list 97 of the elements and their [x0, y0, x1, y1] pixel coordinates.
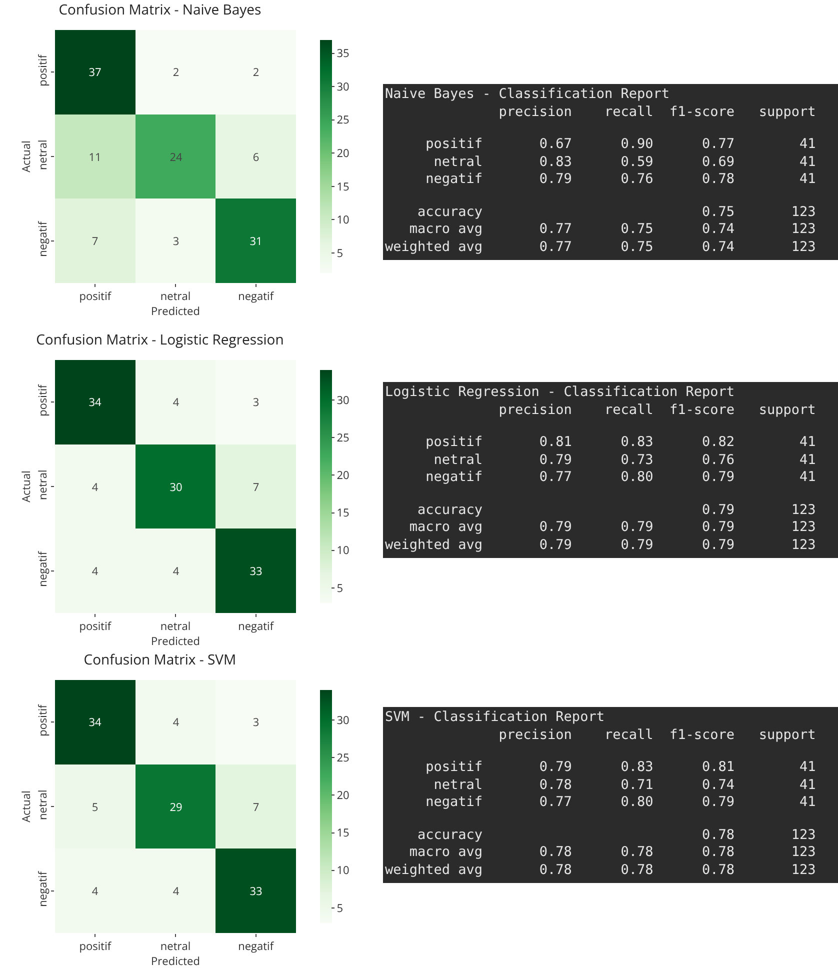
color-bar-label: 20: [336, 146, 350, 162]
x-tick-label: negatif: [238, 939, 275, 954]
color-bar-label: 15: [336, 826, 350, 841]
data-label: 7: [252, 480, 260, 495]
text: weighted avg 0.78 0.78 0.78 123: [385, 862, 817, 879]
data-label: 34: [88, 394, 102, 410]
y-tick-label: negatif: [36, 550, 51, 587]
data-label: 2: [252, 64, 260, 80]
text: netral 0.78 0.71 0.74 41: [432, 776, 817, 794]
text: accuracy 0.75 123: [416, 204, 817, 221]
data-label: 7: [252, 800, 260, 815]
x-axis-title: Predicted: [151, 634, 200, 650]
text: Logistic Regression - Classification Report: [385, 384, 736, 402]
data-label: 5: [92, 800, 98, 815]
data-label: 33: [250, 884, 262, 899]
text: positif 0.79 0.83 0.81 41: [424, 759, 817, 776]
text: negatif 0.79 0.76 0.78 41: [424, 171, 817, 188]
y-tick-label: negatif: [36, 220, 51, 257]
y-tick-label: positif: [36, 53, 51, 86]
text: macro avg 0.78 0.78 0.78 123: [408, 844, 817, 862]
data-label: 7: [92, 234, 98, 249]
data-label: 4: [172, 884, 180, 899]
color-bar-label: 30: [336, 392, 350, 408]
data-label: 2: [172, 64, 180, 80]
x-tick-label: positif: [79, 619, 112, 634]
data-label: 3: [252, 714, 260, 730]
text: positif 0.81 0.83 0.82 41: [424, 434, 817, 452]
x-tick-label: netral: [160, 619, 191, 634]
data-label: 4: [172, 714, 180, 730]
y-axis-title: Actual: [19, 790, 34, 822]
text: Naive Bayes - Classification Report: [385, 86, 670, 104]
data-label: 11: [88, 150, 102, 165]
y-tick-label: netral: [36, 790, 51, 820]
y-tick-label: positif: [36, 703, 51, 736]
color-bar-label: 25: [336, 112, 350, 128]
text: netral 0.79 0.73 0.76 41: [432, 452, 817, 469]
chart-title: Confusion Matrix - SVM: [84, 650, 236, 670]
chart-title: Confusion Matrix - Naive Bayes: [58, 0, 262, 20]
data-label: 4: [172, 564, 180, 579]
data-label: 6: [252, 150, 260, 165]
color-bar-label: 15: [336, 179, 350, 194]
data-label: 4: [92, 884, 99, 899]
color-bar-label: 10: [336, 863, 350, 878]
text: macro avg 0.77 0.75 0.74 123: [408, 221, 817, 238]
x-tick-label: positif: [79, 939, 112, 954]
text: precision recall f1-score support: [498, 402, 817, 419]
data-label: 4: [92, 480, 99, 495]
data-label: 24: [170, 150, 183, 165]
text: netral 0.83 0.59 0.69 41: [432, 154, 817, 171]
color-bar-label: 5: [336, 900, 343, 916]
text: negatif 0.77 0.80 0.79 41: [424, 469, 817, 486]
color-bar-label: 15: [336, 506, 350, 521]
x-tick-label: negatif: [238, 619, 275, 634]
text: accuracy 0.79 123: [416, 502, 817, 519]
data-label: 30: [170, 480, 182, 495]
chart-title: Confusion Matrix - Logistic Regression: [36, 330, 284, 350]
color-bar-label: 20: [336, 468, 350, 484]
text: precision recall f1-score support: [498, 726, 817, 744]
color-bar-label: 35: [336, 46, 350, 62]
x-axis-title: Predicted: [151, 954, 200, 970]
color-bar-label: 5: [336, 246, 343, 261]
text: accuracy 0.78 123: [416, 826, 817, 844]
color-bar-label: 10: [336, 543, 350, 558]
y-tick-label: positif: [36, 383, 51, 416]
text: positif 0.67 0.90 0.77 41: [424, 136, 817, 154]
color-bar-label: 30: [336, 712, 350, 728]
y-axis-title: Actual: [19, 140, 34, 172]
x-tick-label: netral: [160, 289, 191, 304]
data-label: 4: [92, 564, 99, 579]
text: negatif 0.77 0.80 0.79 41: [424, 794, 817, 812]
data-label: 33: [250, 564, 262, 579]
color-bar-label: 25: [336, 750, 350, 766]
data-label: 29: [170, 800, 182, 815]
y-tick-label: negatif: [36, 870, 51, 907]
color-bar-label: 10: [336, 212, 350, 228]
data-label: 4: [172, 394, 180, 410]
x-axis-title: Predicted: [151, 304, 200, 320]
y-tick-label: netral: [36, 470, 51, 500]
color-bar-label: 20: [336, 788, 350, 804]
color-bar-label: 25: [336, 430, 350, 446]
x-tick-label: netral: [160, 939, 191, 954]
x-tick-label: positif: [79, 289, 112, 304]
y-tick-label: netral: [36, 140, 51, 170]
color-bar-label: 30: [336, 79, 350, 94]
data-label: 34: [88, 714, 102, 730]
data-label: 31: [250, 234, 262, 249]
color-bar-label: 5: [336, 580, 343, 596]
text: weighted avg 0.77 0.75 0.74 123: [385, 238, 817, 256]
text: weighted avg 0.79 0.79 0.79 123: [385, 536, 817, 554]
data-label: 37: [88, 64, 102, 80]
text: SVM - Classification Report: [385, 709, 606, 726]
text: macro avg 0.79 0.79 0.79 123: [408, 519, 817, 536]
text: precision recall f1-score support: [498, 104, 817, 121]
y-axis-title: Actual: [19, 470, 34, 502]
data-label: 3: [172, 234, 180, 249]
x-tick-label: negatif: [238, 289, 275, 304]
data-label: 3: [252, 394, 260, 410]
